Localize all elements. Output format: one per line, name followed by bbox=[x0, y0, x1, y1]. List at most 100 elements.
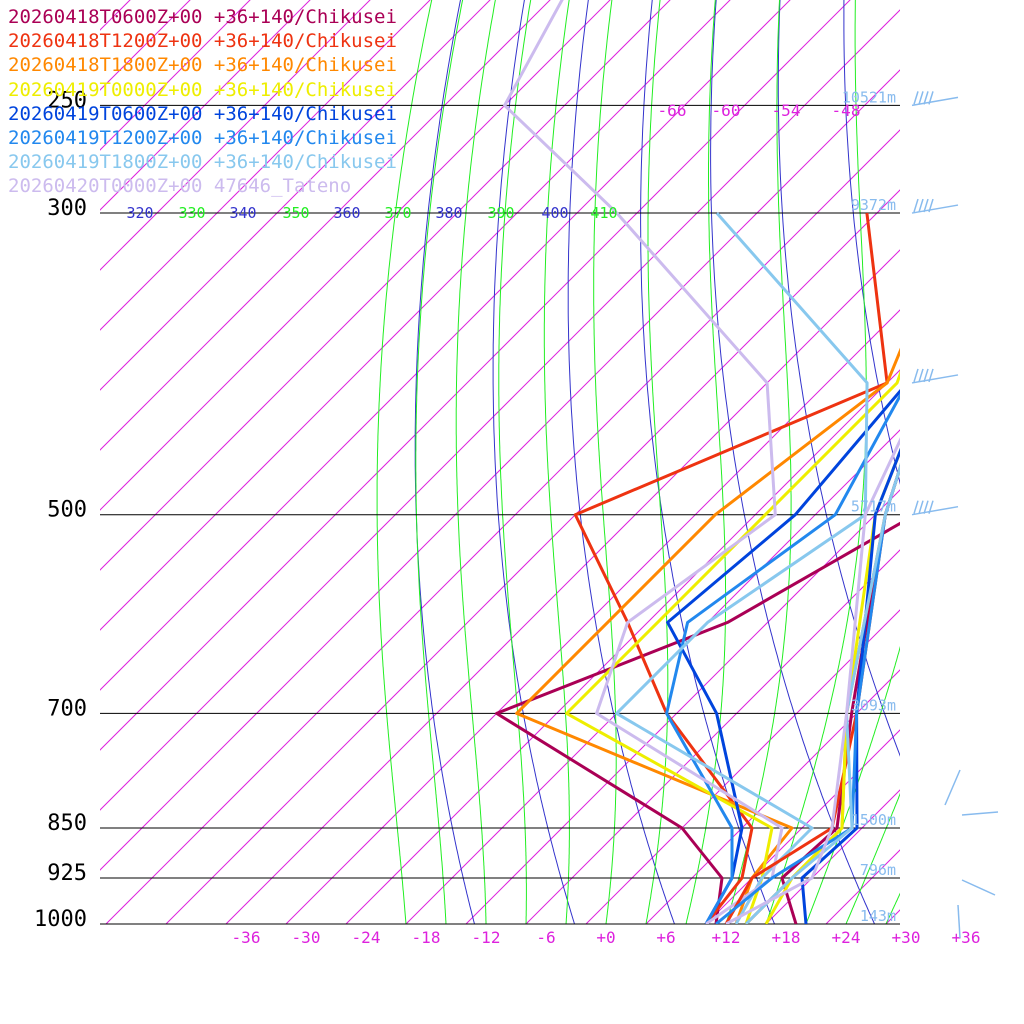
height-label: 9372m bbox=[851, 196, 896, 214]
isotherm-label: -48 bbox=[832, 101, 861, 120]
isotherm-line bbox=[1006, 0, 1024, 924]
isotherm-line bbox=[525, 549, 900, 924]
legend-entry: 20260418T1800Z+00 +36+140/Chikusei bbox=[8, 54, 397, 77]
dry-adiabat-line bbox=[710, 0, 876, 924]
wind-barb bbox=[911, 500, 959, 516]
wind-barb bbox=[961, 879, 996, 896]
height-label: 1500m bbox=[851, 811, 896, 829]
dewpoint-line bbox=[615, 212, 869, 924]
wind-barb bbox=[911, 91, 959, 107]
dry-adiabat-line bbox=[640, 0, 776, 924]
pressure-tick-label: 925 bbox=[47, 861, 87, 886]
temperature-line bbox=[744, 463, 900, 924]
isotherm-line bbox=[585, 609, 900, 924]
dewpoint-line bbox=[666, 388, 900, 924]
isotherm-line bbox=[100, 0, 731, 631]
theta-label: 390 bbox=[487, 204, 514, 222]
wind-barb bbox=[911, 368, 959, 384]
dry-adiabat-line bbox=[777, 0, 900, 757]
theta-label: 370 bbox=[384, 204, 411, 222]
height-label: 10521m bbox=[842, 88, 896, 106]
isotherm-line bbox=[100, 0, 431, 331]
isotherm-lines bbox=[100, 0, 1024, 924]
isotherm-line bbox=[105, 129, 900, 924]
isotherm-label: -66 bbox=[658, 101, 687, 120]
temperature-tick-label: -24 bbox=[352, 928, 381, 947]
isotherm-line bbox=[465, 489, 900, 924]
isotherm-line bbox=[100, 0, 851, 751]
isotherm-line bbox=[100, 0, 131, 31]
isotherm-label: -60 bbox=[712, 101, 741, 120]
pressure-tick-label: 850 bbox=[47, 811, 87, 836]
dry-adiabat-line bbox=[567, 0, 676, 924]
wind-barb bbox=[957, 904, 961, 939]
temperature-tick-label: +36 bbox=[952, 928, 981, 947]
moist-adiabat-line bbox=[455, 0, 496, 924]
isotherm-line bbox=[885, 909, 900, 924]
temperature-line bbox=[725, 437, 900, 924]
temperature-line bbox=[800, 447, 900, 924]
dewpoint-line bbox=[573, 212, 889, 924]
legend-entry: 20260420T0000Z+00 47646_Tateno bbox=[8, 175, 352, 198]
legend-entry: 20260419T0000Z+00 +36+140/Chikusei bbox=[8, 78, 397, 101]
temperature-tick-label: +18 bbox=[772, 928, 801, 947]
temperature-tick-label: +12 bbox=[712, 928, 741, 947]
wind-barb bbox=[944, 769, 961, 806]
temperature-tick-label: -12 bbox=[472, 928, 501, 947]
dry-adiabat-line bbox=[907, 0, 1024, 953]
moist-adiabat-line bbox=[966, 0, 1024, 924]
isotherm-line bbox=[285, 309, 900, 924]
legend-entry: 20260419T1200Z+00 +36+140/Chikusei bbox=[8, 127, 397, 150]
isotherm-line bbox=[100, 0, 311, 211]
moist-adiabat-line bbox=[885, 892, 900, 924]
dewpoint-line bbox=[503, 0, 784, 924]
isotherm-line bbox=[100, 9, 900, 811]
pressure-tick-label: 250 bbox=[47, 88, 87, 113]
temperature-line bbox=[744, 463, 900, 924]
moist-adiabat-line bbox=[415, 0, 464, 924]
isotherm-line bbox=[100, 0, 671, 571]
isotherm-line bbox=[946, 0, 1024, 924]
pressure-tick-label: 300 bbox=[47, 196, 87, 221]
pressure-tick-label: 700 bbox=[47, 696, 87, 721]
isotherm-line bbox=[100, 0, 191, 91]
temperature-tick-label: -6 bbox=[536, 928, 555, 947]
temperature-line bbox=[764, 447, 900, 924]
sounding-profiles bbox=[495, 0, 900, 924]
theta-label: 320 bbox=[126, 204, 153, 222]
dry-adiabat-lines bbox=[414, 0, 1024, 953]
moist-adiabat-line bbox=[845, 792, 900, 924]
dewpoint-line bbox=[665, 392, 900, 924]
temperature-tick-label: +6 bbox=[656, 928, 675, 947]
legend-entry: 20260419T1800Z+00 +36+140/Chikusei bbox=[8, 151, 397, 174]
temperature-line bbox=[780, 463, 900, 924]
dry-adiabat-line bbox=[969, 0, 1024, 953]
axis-labels: 100150200250300500700850925100016423m139… bbox=[34, 88, 981, 947]
isotherm-line bbox=[100, 0, 251, 151]
isotherm-line bbox=[345, 369, 900, 924]
theta-label: 350 bbox=[282, 204, 309, 222]
isotherm-line bbox=[100, 0, 491, 391]
theta-label: 400 bbox=[541, 204, 568, 222]
dry-adiabat-line bbox=[492, 0, 576, 924]
pressure-tick-label: 500 bbox=[47, 498, 87, 523]
wind-barbs bbox=[911, 91, 999, 939]
theta-label: 380 bbox=[435, 204, 462, 222]
temperature-line bbox=[715, 463, 900, 924]
height-label: 5717m bbox=[851, 498, 896, 516]
theta-label: 330 bbox=[178, 204, 205, 222]
legend-entry: 20260418T0600Z+00 +36+140/Chikusei bbox=[8, 6, 397, 28]
height-label: 143m bbox=[860, 907, 896, 925]
height-label: 796m bbox=[860, 861, 896, 879]
height-label: 3093m bbox=[851, 696, 896, 714]
isotherm-line bbox=[100, 0, 791, 691]
temperature-tick-label: +24 bbox=[832, 928, 861, 947]
isotherm-line bbox=[100, 0, 371, 271]
theta-label: 410 bbox=[590, 204, 617, 222]
isotherm-line bbox=[100, 0, 611, 511]
isotherm-label: -54 bbox=[772, 101, 801, 120]
dewpoint-line bbox=[495, 521, 900, 924]
legend-entry: 20260419T0600Z+00 +36+140/Chikusei bbox=[8, 102, 397, 125]
isotherm-line bbox=[165, 189, 900, 924]
